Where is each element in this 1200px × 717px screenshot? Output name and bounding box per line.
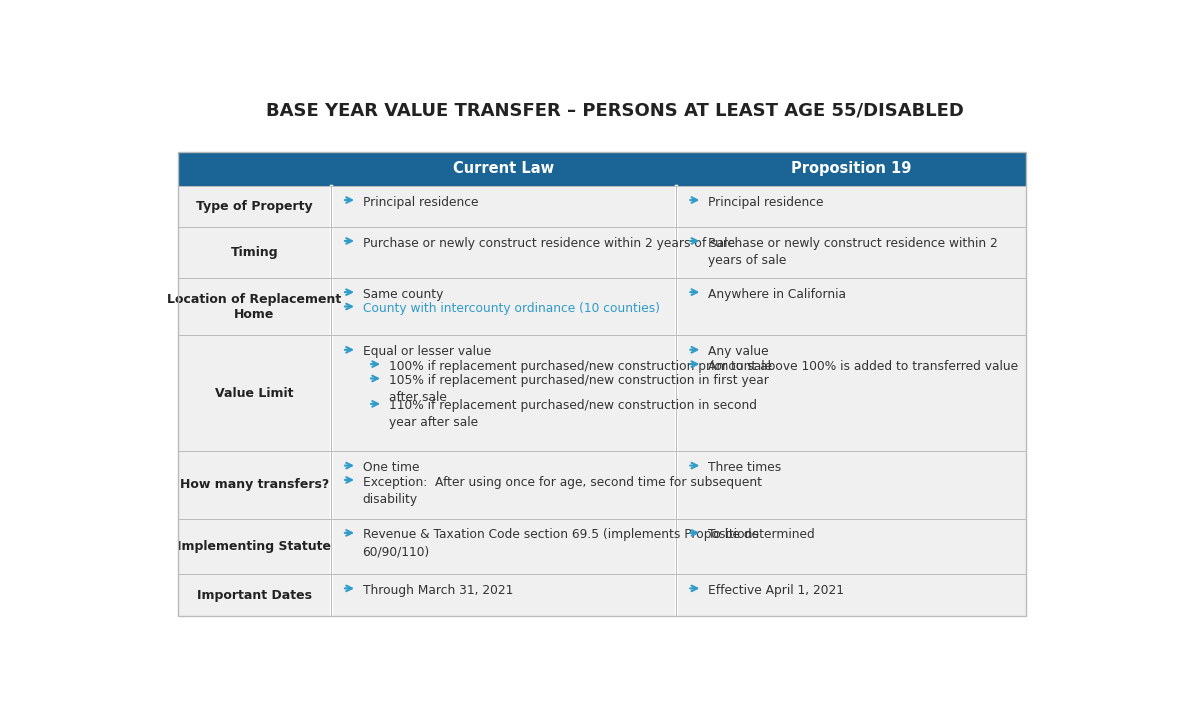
Text: 105% if replacement purchased/new construction in first year
after sale: 105% if replacement purchased/new constr… xyxy=(389,374,768,404)
Bar xyxy=(331,152,676,186)
Text: Principal residence: Principal residence xyxy=(362,196,478,209)
Text: Through March 31, 2021: Through March 31, 2021 xyxy=(362,584,512,597)
Text: Current Law: Current Law xyxy=(452,161,554,176)
Text: Amount above 100% is added to transferred value: Amount above 100% is added to transferre… xyxy=(708,360,1018,373)
Text: Value Limit: Value Limit xyxy=(215,387,294,400)
Text: Same county: Same county xyxy=(362,288,443,300)
Text: Purchase or newly construct residence within 2 years of sale: Purchase or newly construct residence wi… xyxy=(362,237,734,250)
Text: 100% if replacement purchased/new construction prior to sale: 100% if replacement purchased/new constr… xyxy=(389,360,772,373)
Text: Exception:  After using once for age, second time for subsequent
disability: Exception: After using once for age, sec… xyxy=(362,475,762,505)
Bar xyxy=(178,152,1026,616)
Text: Any value: Any value xyxy=(708,346,768,358)
Text: BASE YEAR VALUE TRANSFER – PERSONS AT LEAST AGE 55/DISABLED: BASE YEAR VALUE TRANSFER – PERSONS AT LE… xyxy=(266,102,964,120)
Text: Effective April 1, 2021: Effective April 1, 2021 xyxy=(708,584,844,597)
Text: Implementing Statute: Implementing Statute xyxy=(178,540,331,553)
Text: Type of Property: Type of Property xyxy=(196,199,313,213)
Text: How many transfers?: How many transfers? xyxy=(180,478,329,491)
Bar xyxy=(178,227,1026,277)
Text: Revenue & Taxation Code section 69.5 (implements Propositions
60/90/110): Revenue & Taxation Code section 69.5 (im… xyxy=(362,528,758,559)
Text: Principal residence: Principal residence xyxy=(708,196,823,209)
Text: Important Dates: Important Dates xyxy=(197,589,312,602)
Text: Timing: Timing xyxy=(230,246,278,259)
Bar xyxy=(178,451,1026,518)
Bar xyxy=(676,152,1026,186)
Text: Three times: Three times xyxy=(708,461,781,474)
Bar xyxy=(178,152,1026,616)
Text: To be determined: To be determined xyxy=(708,528,815,541)
Bar xyxy=(178,152,331,186)
Text: Anywhere in California: Anywhere in California xyxy=(708,288,846,300)
Bar xyxy=(178,574,1026,616)
Text: Equal or lesser value: Equal or lesser value xyxy=(362,346,491,358)
Bar xyxy=(178,336,1026,451)
Text: Purchase or newly construct residence within 2
years of sale: Purchase or newly construct residence wi… xyxy=(708,237,997,267)
Text: County with intercounty ordinance (10 counties): County with intercounty ordinance (10 co… xyxy=(362,302,660,315)
Text: 110% if replacement purchased/new construction in second
year after sale: 110% if replacement purchased/new constr… xyxy=(389,399,756,429)
Bar xyxy=(178,518,1026,574)
Text: Proposition 19: Proposition 19 xyxy=(791,161,911,176)
Text: Location of Replacement
Home: Location of Replacement Home xyxy=(167,293,342,320)
Bar xyxy=(178,277,1026,336)
Bar xyxy=(178,186,1026,227)
Text: One time: One time xyxy=(362,461,419,474)
